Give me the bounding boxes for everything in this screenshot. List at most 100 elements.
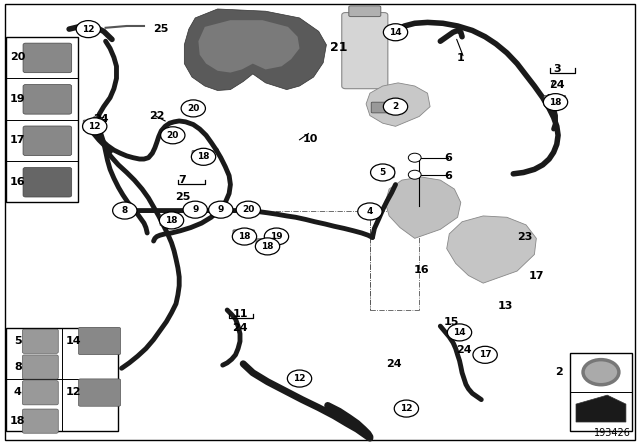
Text: 21: 21 <box>330 40 348 54</box>
FancyBboxPatch shape <box>256 239 278 250</box>
Circle shape <box>287 370 312 387</box>
Text: 193426: 193426 <box>593 428 630 438</box>
Text: 16: 16 <box>10 177 26 187</box>
Circle shape <box>394 400 419 417</box>
Text: 17: 17 <box>529 271 544 280</box>
FancyBboxPatch shape <box>342 13 388 89</box>
FancyBboxPatch shape <box>349 6 381 17</box>
Text: 22: 22 <box>149 111 164 121</box>
Text: 15: 15 <box>444 317 459 327</box>
Text: 10: 10 <box>303 134 318 144</box>
FancyBboxPatch shape <box>22 381 58 405</box>
Text: 18: 18 <box>238 232 251 241</box>
Text: 6: 6 <box>444 153 452 163</box>
FancyBboxPatch shape <box>22 409 58 433</box>
FancyBboxPatch shape <box>6 328 118 431</box>
Circle shape <box>236 201 260 218</box>
FancyBboxPatch shape <box>192 151 214 161</box>
Circle shape <box>191 148 216 165</box>
Circle shape <box>264 228 289 245</box>
Text: 18: 18 <box>10 416 26 426</box>
Text: 20: 20 <box>10 52 26 62</box>
Polygon shape <box>447 216 536 283</box>
FancyBboxPatch shape <box>570 353 632 431</box>
FancyBboxPatch shape <box>372 167 394 178</box>
Circle shape <box>212 204 230 217</box>
Text: 2: 2 <box>392 102 399 111</box>
Circle shape <box>255 238 280 255</box>
Circle shape <box>183 201 207 218</box>
Circle shape <box>159 212 184 229</box>
FancyBboxPatch shape <box>23 168 72 197</box>
Text: 9: 9 <box>218 205 224 214</box>
Text: 12: 12 <box>400 404 413 413</box>
Circle shape <box>583 360 619 385</box>
Text: 18: 18 <box>165 216 178 225</box>
Text: 5: 5 <box>14 336 22 346</box>
FancyBboxPatch shape <box>371 102 393 113</box>
Polygon shape <box>366 83 430 126</box>
Circle shape <box>383 98 408 115</box>
Polygon shape <box>198 20 300 73</box>
FancyBboxPatch shape <box>160 215 182 226</box>
Text: 12: 12 <box>66 388 82 397</box>
Text: 24: 24 <box>386 359 401 369</box>
Text: 19: 19 <box>270 232 283 241</box>
Text: 24: 24 <box>232 323 248 333</box>
Text: 3: 3 <box>553 65 561 74</box>
FancyBboxPatch shape <box>23 126 72 155</box>
Text: 12: 12 <box>82 25 95 34</box>
Text: 7: 7 <box>179 175 186 185</box>
Circle shape <box>358 203 382 220</box>
Text: 14: 14 <box>453 328 466 337</box>
Text: 17: 17 <box>10 135 26 145</box>
Circle shape <box>408 170 421 179</box>
Circle shape <box>371 164 395 181</box>
Text: 4: 4 <box>14 388 22 397</box>
Circle shape <box>543 94 568 111</box>
Circle shape <box>188 204 206 217</box>
Circle shape <box>408 153 421 162</box>
Text: 8: 8 <box>14 362 22 371</box>
Text: 20: 20 <box>187 104 200 113</box>
FancyBboxPatch shape <box>23 85 72 114</box>
Text: 2: 2 <box>556 367 563 377</box>
Text: 5: 5 <box>380 168 386 177</box>
FancyBboxPatch shape <box>23 43 72 73</box>
FancyBboxPatch shape <box>6 37 78 202</box>
Circle shape <box>83 118 107 135</box>
Text: 23: 23 <box>517 233 532 242</box>
FancyBboxPatch shape <box>79 379 120 406</box>
Polygon shape <box>184 9 326 90</box>
Text: 19: 19 <box>10 94 26 104</box>
FancyBboxPatch shape <box>22 355 58 379</box>
Text: 16: 16 <box>413 265 429 275</box>
FancyBboxPatch shape <box>83 120 105 131</box>
Text: 14: 14 <box>389 28 402 37</box>
FancyBboxPatch shape <box>79 327 120 355</box>
FancyBboxPatch shape <box>544 95 566 106</box>
Text: 17: 17 <box>479 350 492 359</box>
Circle shape <box>161 127 185 144</box>
Text: 6: 6 <box>444 171 452 181</box>
Text: 12: 12 <box>293 374 306 383</box>
Text: 12: 12 <box>88 122 101 131</box>
Text: 9: 9 <box>192 205 198 214</box>
Circle shape <box>113 202 137 219</box>
Circle shape <box>76 21 100 38</box>
Text: 24: 24 <box>456 345 472 355</box>
Text: 25: 25 <box>154 24 169 34</box>
Text: 1: 1 <box>457 53 465 63</box>
Circle shape <box>473 346 497 363</box>
Polygon shape <box>576 395 626 422</box>
Polygon shape <box>385 177 461 238</box>
FancyBboxPatch shape <box>233 230 255 241</box>
Circle shape <box>447 324 472 341</box>
Circle shape <box>383 24 408 41</box>
Text: 24: 24 <box>93 114 109 124</box>
Text: 4: 4 <box>367 203 373 213</box>
Text: 24: 24 <box>549 80 564 90</box>
Text: 4: 4 <box>367 207 373 216</box>
Circle shape <box>232 228 257 245</box>
Text: 8: 8 <box>122 206 128 215</box>
